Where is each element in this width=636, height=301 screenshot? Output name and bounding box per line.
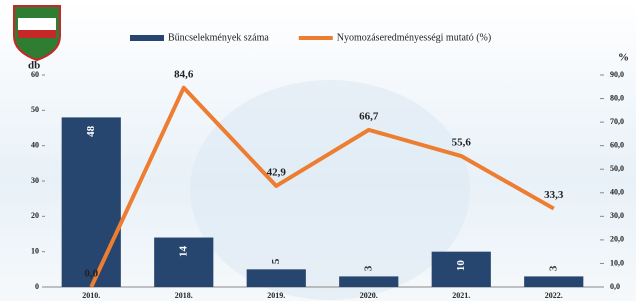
x-tick-label: 2019. xyxy=(267,291,285,300)
y2-axis-label: % xyxy=(618,52,629,64)
page: db % 01020304050600,010,020,030,040,050,… xyxy=(0,0,636,301)
line-value-label: 42,9 xyxy=(267,166,287,178)
line-value-label: 55,6 xyxy=(452,137,472,149)
x-tick-label: 2018. xyxy=(175,291,193,300)
y2-tick-label: 0,0 xyxy=(610,282,620,291)
y-tick-label: 30 xyxy=(31,176,39,185)
y-tick-label: 50 xyxy=(31,105,39,114)
bar xyxy=(154,238,213,287)
bar-value-label: 3 xyxy=(362,265,374,271)
y2-tick-label: 60,0 xyxy=(610,140,624,149)
x-tick-label: 2021. xyxy=(452,291,470,300)
y2-tick-label: 50,0 xyxy=(610,164,624,173)
chart: db % 01020304050600,010,020,030,040,050,… xyxy=(0,0,636,301)
x-tick-label: 2020. xyxy=(360,291,378,300)
bar xyxy=(524,276,583,287)
y-tick-label: 60 xyxy=(31,70,39,79)
line-value-label: 66,7 xyxy=(359,110,379,122)
x-tick-label: 2022. xyxy=(545,291,563,300)
bar xyxy=(339,276,398,287)
x-tick-label: 2010. xyxy=(82,291,100,300)
y2-tick-label: 40,0 xyxy=(610,188,624,197)
bar-value-label: 48 xyxy=(85,125,97,137)
y2-tick-label: 90,0 xyxy=(610,70,624,79)
y2-tick-label: 20,0 xyxy=(610,235,624,244)
y2-tick-label: 30,0 xyxy=(610,211,624,220)
line-value-label: 0,0 xyxy=(84,268,98,280)
y2-tick-label: 10,0 xyxy=(610,258,624,267)
background-decor xyxy=(190,80,470,300)
logo xyxy=(14,6,60,60)
bar-value-label: 14 xyxy=(177,246,189,257)
bar xyxy=(62,117,121,287)
legend-label: Nyomozáseredményességi mutató (%) xyxy=(337,32,491,43)
legend-swatch xyxy=(130,35,164,41)
y-tick-label: 10 xyxy=(31,246,39,255)
y-tick-label: 40 xyxy=(31,140,39,149)
bar-value-label: 10 xyxy=(455,260,467,272)
bar xyxy=(247,269,306,287)
y-tick-label: 0 xyxy=(35,282,39,291)
line-value-label: 84,6 xyxy=(174,68,194,80)
bar-value-label: 3 xyxy=(547,265,559,271)
y2-tick-label: 80,0 xyxy=(610,93,624,102)
y2-tick-label: 70,0 xyxy=(610,117,624,126)
line-value-label: 33,3 xyxy=(544,189,564,201)
legend-label: Bűncselekmények száma xyxy=(168,32,269,43)
bar-value-label: 5 xyxy=(270,258,282,264)
y-tick-label: 20 xyxy=(31,211,39,220)
